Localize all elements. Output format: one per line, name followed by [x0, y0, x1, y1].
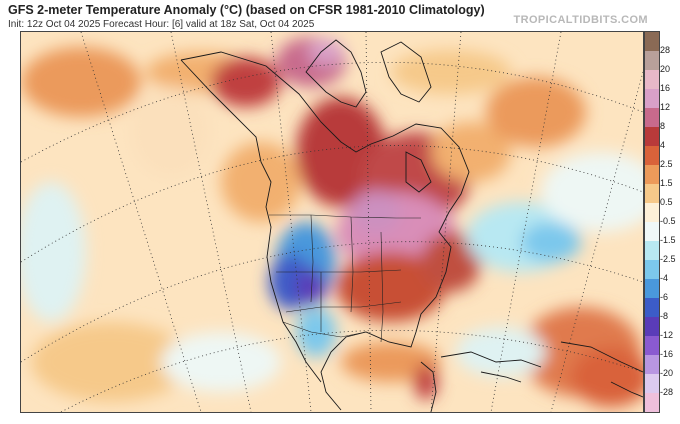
- colorbar-swatch: [645, 222, 659, 241]
- colorbar-swatch: [645, 374, 659, 393]
- colorbar-tick-label: -4: [660, 273, 669, 283]
- colorbar-swatch: [645, 393, 659, 412]
- colorbar-tick-label: -6: [660, 292, 669, 302]
- colorbar-swatch: [645, 279, 659, 298]
- colorbar-tick-label: 12: [660, 102, 671, 112]
- colorbar-swatch: [645, 108, 659, 127]
- colorbar-tick-label: 8: [660, 121, 666, 131]
- colorbar-swatch: [645, 32, 659, 51]
- colorbar-tick-label: -1.5: [660, 235, 676, 245]
- map-title: GFS 2-meter Temperature Anomaly (°C) (ba…: [8, 3, 485, 17]
- lat-lon-graticule: [21, 32, 643, 412]
- map-canvas: [21, 32, 643, 412]
- colorbar-tick-label: 16: [660, 83, 671, 93]
- colorbar-swatch: [645, 355, 659, 374]
- colorbar-swatch: [645, 241, 659, 260]
- colorbar-swatch: [645, 70, 659, 89]
- colorbar-tick-label: 28: [660, 45, 671, 55]
- colorbar-swatch: [645, 51, 659, 70]
- colorbar-labels: 28 20 16 12 8 4 2.5 1.5 0.5 -0.5 -1.5 -2.5 -4 -6 -8 -12…: [660, 31, 680, 411]
- colorbar-swatch: [645, 317, 659, 336]
- temperature-colorbar: [644, 31, 660, 413]
- coastlines: [180, 39, 643, 412]
- state-borders: [269, 214, 421, 343]
- colorbar-swatch: [645, 165, 659, 184]
- colorbar-tick-label: -16: [660, 349, 674, 359]
- colorbar-tick-label: -2.5: [660, 254, 676, 264]
- colorbar-swatch: [645, 146, 659, 165]
- colorbar-swatch: [645, 298, 659, 317]
- colorbar-swatch: [645, 260, 659, 279]
- colorbar-swatch: [645, 184, 659, 203]
- colorbar-tick-label: -0.5: [660, 216, 676, 226]
- colorbar-swatch: [645, 336, 659, 355]
- map-header: GFS 2-meter Temperature Anomaly (°C) (ba…: [4, 0, 676, 32]
- colorbar-swatch: [645, 203, 659, 222]
- anomaly-map: [20, 31, 644, 413]
- colorbar-tick-label: 4: [660, 140, 666, 150]
- colorbar-tick-label: 20: [660, 64, 671, 74]
- colorbar-tick-label: -28: [660, 387, 674, 397]
- colorbar-tick-label: -12: [660, 330, 674, 340]
- forecast-info: Init: 12z Oct 04 2025 Forecast Hour: [6]…: [8, 19, 315, 30]
- colorbar-tick-label: 1.5: [660, 178, 673, 188]
- colorbar-swatch: [645, 127, 659, 146]
- colorbar-tick-label: 0.5: [660, 197, 673, 207]
- colorbar-tick-label: -20: [660, 368, 674, 378]
- site-watermark: TROPICALTIDBITS.COM: [513, 14, 648, 26]
- colorbar-swatch: [645, 89, 659, 108]
- colorbar-tick-label: -8: [660, 311, 669, 321]
- colorbar-tick-label: 2.5: [660, 159, 673, 169]
